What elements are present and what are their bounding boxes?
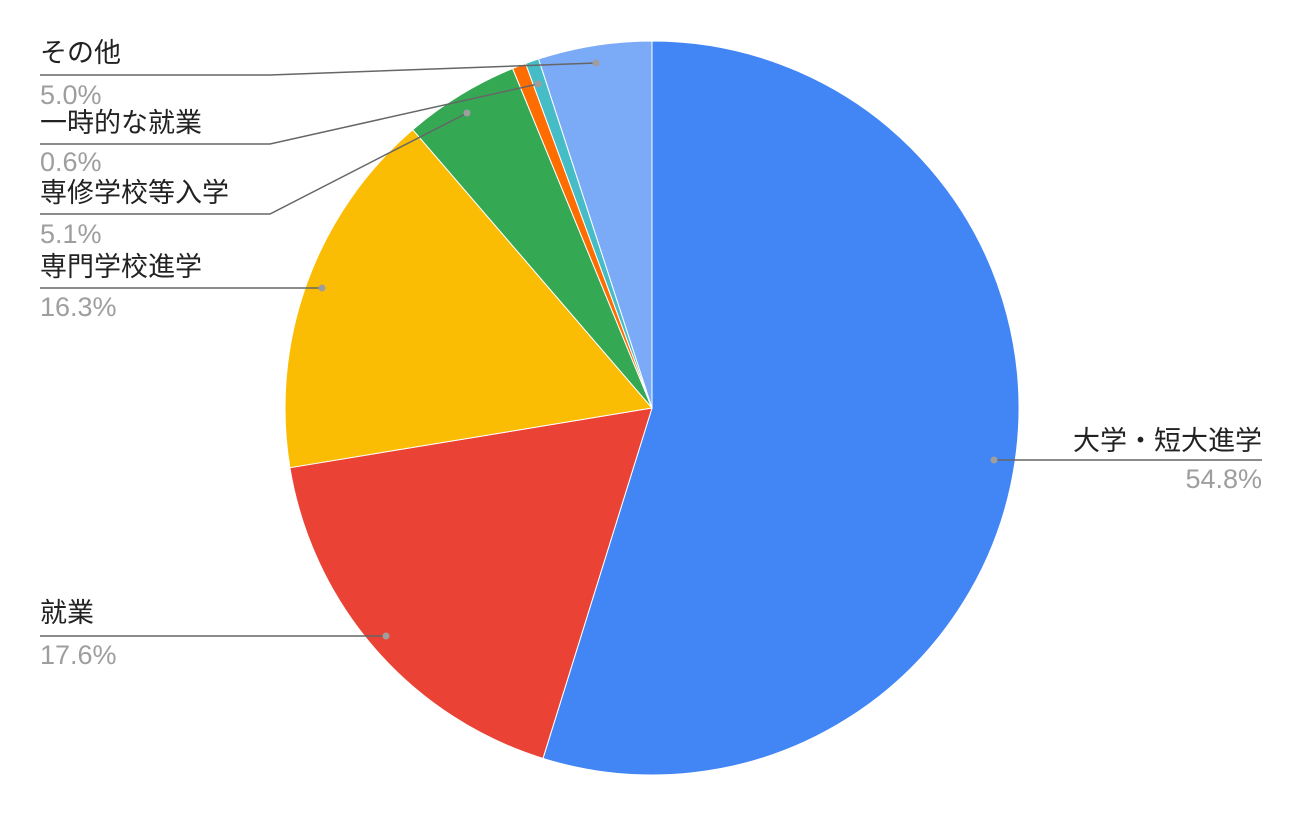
leader-dot-4 (534, 80, 542, 88)
slice-label-0: 大学・短大進学 (1073, 426, 1262, 457)
leader-dot-3 (463, 109, 471, 117)
leader-dot-0 (990, 456, 998, 464)
slice-label-3: 専修学校等入学 (40, 178, 229, 209)
slice-6 (537, 40, 653, 409)
slice-percent-6: 5.0% (40, 80, 102, 110)
slice-1 (289, 407, 653, 760)
labels-layer: 大学・短大進学 54.8% 就業 17.6% 専門学校進学 16.3% 専修学校等入学 5.1… (40, 38, 1262, 670)
slice-percent-4: 0.6% (40, 147, 102, 177)
slice-label-1: 就業 (40, 598, 94, 629)
leader-line-3 (40, 112, 468, 215)
slice-label-2: 専門学校進学 (40, 252, 202, 283)
slice-2 (284, 128, 653, 469)
leader-dot-2 (318, 284, 326, 292)
leaders-layer (40, 59, 1262, 640)
leader-line-4 (40, 83, 539, 145)
slice-percent-3: 5.1% (40, 219, 102, 249)
slice-percent-2: 16.3% (40, 292, 117, 322)
slices-layer (284, 40, 1020, 776)
leader-dot-1 (382, 632, 390, 640)
slice-percent-1: 17.6% (40, 640, 117, 670)
leader-dot-6 (592, 59, 600, 67)
slice-label-4: 一時的な就業 (40, 108, 202, 139)
slice-percent-0: 54.8% (1185, 464, 1262, 494)
slice-0 (542, 40, 1020, 776)
leader-line-6 (40, 62, 597, 76)
slice-label-6: その他 (40, 38, 121, 69)
